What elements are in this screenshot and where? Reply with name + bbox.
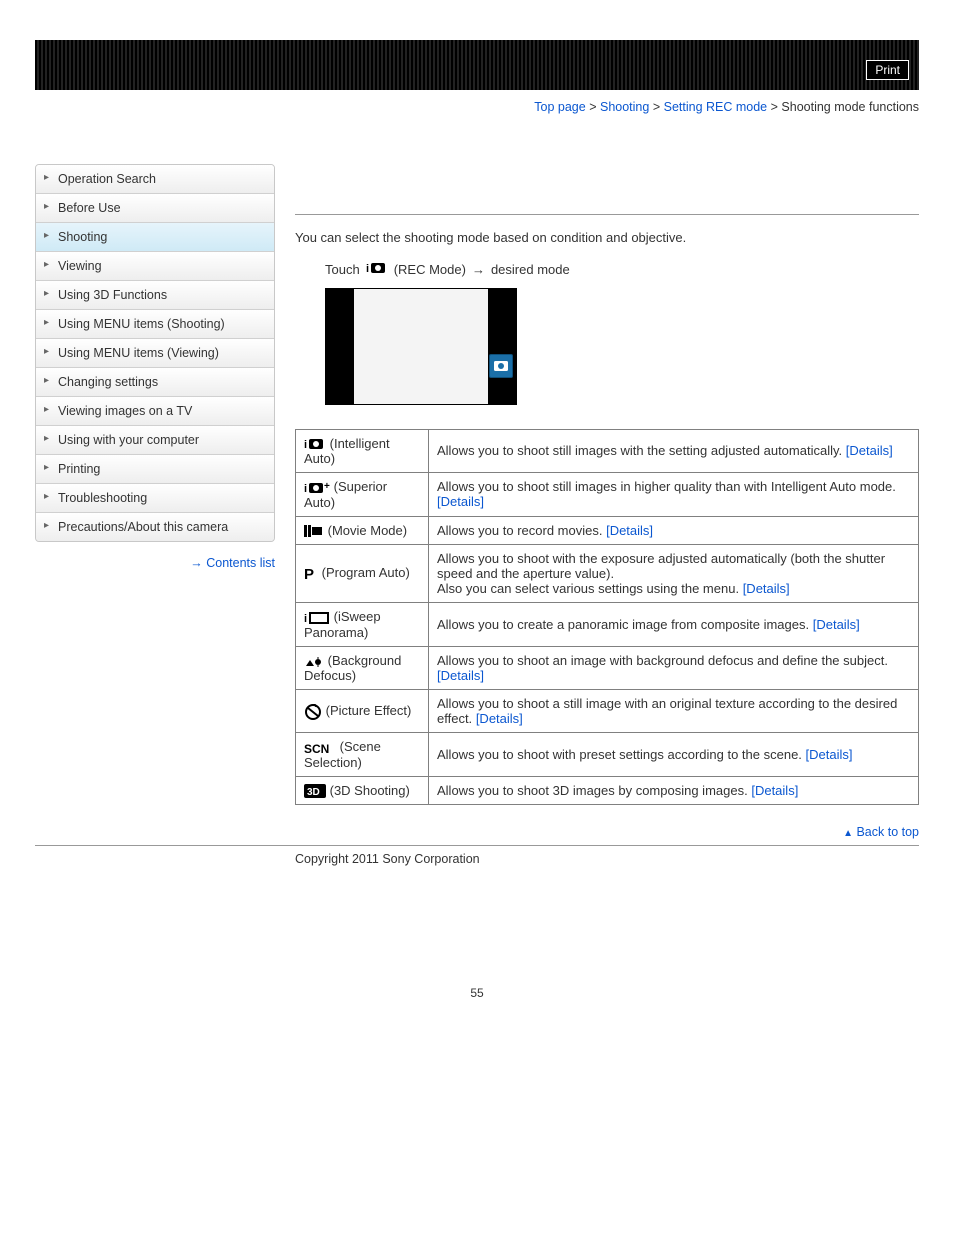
crumb-setting-rec[interactable]: Setting REC mode [664,100,768,114]
svg-text:i: i [304,483,307,495]
mode-name: (Picture Effect) [326,703,412,718]
sidebar-nav: Operation Search Before Use Shooting Vie… [35,164,275,839]
mode-name: (Movie Mode) [328,523,407,538]
svg-text:i: i [304,439,307,451]
table-row: SCN (Scene Selection) Allows you to shoo… [296,733,919,777]
details-link[interactable]: [Details] [813,617,860,632]
table-row: (Picture Effect) Allows you to shoot a s… [296,690,919,733]
mode-desc: Allows you to shoot an image with backgr… [437,653,888,668]
svg-text:3D: 3D [307,787,320,798]
table-row: (Background Defocus) Allows you to shoot… [296,646,919,690]
mode-desc: Allows you to record movies. [437,523,602,538]
triangle-up-icon: ▲ [843,828,853,839]
crumb-current: Shooting mode functions [781,100,919,114]
svg-text:+: + [324,481,330,492]
lcd-preview [325,288,517,405]
mode-desc: Allows you to create a panoramic image f… [437,617,809,632]
sidebar-item-shooting[interactable]: Shooting [36,223,274,252]
crumb-sep: > [771,100,782,114]
mode-desc: Allows you to shoot still images with th… [437,443,842,458]
instruction-chip-text: (REC Mode) [394,262,466,277]
intro-text: You can select the shooting mode based o… [295,228,919,248]
sidebar-item-menu-shooting[interactable]: Using MENU items (Shooting) [36,310,274,339]
mode-name: (Program Auto) [322,565,410,580]
sidebar-item-printing[interactable]: Printing [36,455,274,484]
mode-desc: Allows you to shoot still images in high… [437,479,896,494]
section-divider [295,214,919,215]
crumb-top-page[interactable]: Top page [534,100,585,114]
svg-text:SCN: SCN [304,742,329,755]
print-button[interactable]: Print [866,60,909,80]
sidebar-item-viewing[interactable]: Viewing [36,252,274,281]
mode-desc: Allows you to shoot with the exposure ad… [437,551,885,596]
instruction-prefix: Touch [325,262,360,277]
arrow-right-icon: → [190,556,203,570]
details-link[interactable]: [Details] [437,494,484,509]
main-content: You can select the shooting mode based o… [295,164,919,839]
sidebar-item-viewing-tv[interactable]: Viewing images on a TV [36,397,274,426]
details-link[interactable]: [Details] [437,668,484,683]
modes-table: i (Intelligent Auto) Allows you to shoot… [295,429,919,806]
header-stripe: Print [35,40,919,90]
mode-desc: Allows you to shoot 3D images by composi… [437,783,748,798]
sidebar-item-menu-viewing[interactable]: Using MENU items (Viewing) [36,339,274,368]
sidebar-item-troubleshooting[interactable]: Troubleshooting [36,484,274,513]
instruction-suffix: desired mode [491,262,570,277]
instruction-line: Touch i (REC Mode) → desired mode [325,261,919,278]
sidebar-item-operation-search[interactable]: Operation Search [36,165,274,194]
sidebar-item-changing-settings[interactable]: Changing settings [36,368,274,397]
table-row: 3D (3D Shooting) Allows you to shoot 3D … [296,776,919,805]
mode-desc: Allows you to shoot with preset settings… [437,747,802,762]
sidebar-item-3d-functions[interactable]: Using 3D Functions [36,281,274,310]
mode-name: (3D Shooting) [330,783,410,798]
arrow-right-icon: → [472,262,485,277]
svg-text:i: i [366,263,369,275]
table-row: i+ (Superior Auto) Allows you to shoot s… [296,473,919,517]
rec-mode-chip-icon [489,354,513,378]
program-auto-icon: P [304,566,318,582]
sidebar-item-using-computer[interactable]: Using with your computer [36,426,274,455]
details-link[interactable]: [Details] [476,711,523,726]
isweep-panorama-icon: i [304,611,330,625]
table-row: i (Intelligent Auto) Allows you to shoot… [296,429,919,473]
background-defocus-icon [304,654,324,668]
camera-auto-icon: i [366,261,388,278]
sidebar-item-before-use[interactable]: Before Use [36,194,274,223]
details-link[interactable]: [Details] [751,783,798,798]
footer-divider [35,845,919,846]
scene-selection-icon: SCN [304,741,336,755]
picture-effect-icon [304,704,322,720]
copyright-text: Copyright 2011 Sony Corporation [295,852,919,866]
details-link[interactable]: [Details] [806,747,853,762]
intelligent-auto-icon: i [304,437,326,451]
svg-text:i: i [304,613,307,625]
sidebar-item-precautions[interactable]: Precautions/About this camera [36,513,274,541]
details-link[interactable]: [Details] [846,443,893,458]
crumb-shooting[interactable]: Shooting [600,100,649,114]
details-link[interactable]: [Details] [743,581,790,596]
movie-mode-icon [304,524,324,538]
back-to-top-link[interactable]: Back to top [856,825,919,839]
crumb-sep: > [653,100,664,114]
crumb-sep: > [589,100,600,114]
page-number: 55 [35,986,919,1000]
table-row: (Movie Mode) Allows you to record movies… [296,516,919,545]
svg-text:P: P [304,566,314,582]
table-row: P (Program Auto) Allows you to shoot wit… [296,545,919,603]
breadcrumb: Top page > Shooting > Setting REC mode >… [35,100,919,114]
table-row: i (iSweep Panorama) Allows you to create… [296,603,919,647]
3d-shooting-icon: 3D [304,784,326,798]
superior-auto-icon: i+ [304,481,330,495]
contents-list-link[interactable]: Contents list [206,556,275,570]
details-link[interactable]: [Details] [606,523,653,538]
